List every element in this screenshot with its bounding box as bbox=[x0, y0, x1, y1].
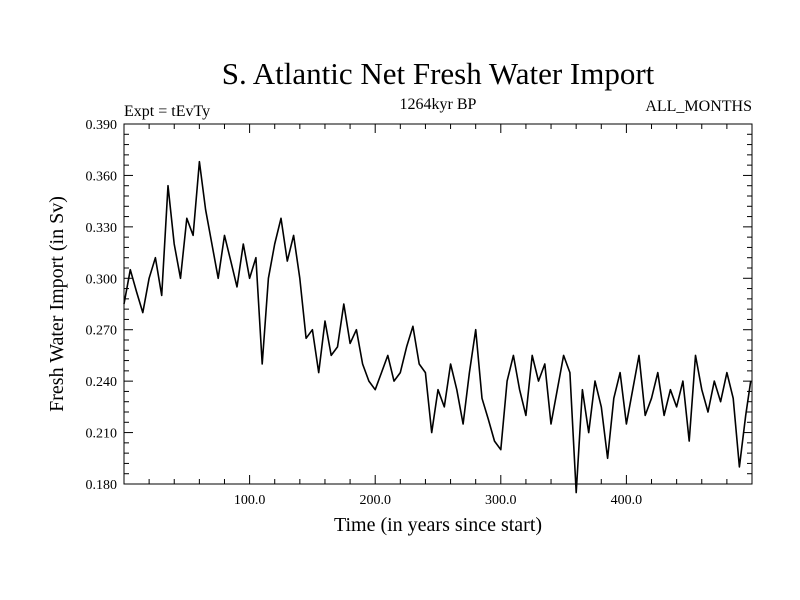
chart-subtitle: 1264kyr BP bbox=[400, 96, 477, 113]
x-axis-label: Time (in years since start) bbox=[334, 514, 542, 536]
y-axis-label: Fresh Water Import (in Sv) bbox=[46, 196, 68, 412]
chart-title: S. Atlantic Net Fresh Water Import bbox=[222, 56, 655, 91]
x-tick-label: 100.0 bbox=[234, 493, 266, 508]
y-tick-label: 0.360 bbox=[86, 169, 118, 184]
y-tick-label: 0.300 bbox=[86, 272, 118, 287]
y-tick-label: 0.210 bbox=[86, 427, 118, 442]
axis-ticks bbox=[124, 124, 752, 484]
y-tick-label: 0.180 bbox=[86, 478, 118, 493]
y-tick-label: 0.270 bbox=[86, 324, 118, 339]
y-tick-label: 0.240 bbox=[86, 375, 118, 390]
y-tick-label: 0.330 bbox=[86, 221, 118, 236]
axis-tick-labels: 100.0 200.0 300.0 400.0 0.180 0.210 0.240 0.270… bbox=[86, 118, 643, 508]
plot-area-frame bbox=[123, 123, 753, 485]
x-tick-label: 300.0 bbox=[485, 493, 517, 508]
experiment-label: Expt = tEvTy bbox=[124, 103, 210, 120]
x-tick-label: 400.0 bbox=[611, 493, 643, 508]
y-tick-label: 0.390 bbox=[86, 118, 118, 133]
period-label: ALL_MONTHS bbox=[645, 98, 752, 115]
x-tick-label: 200.0 bbox=[359, 493, 391, 508]
series-line bbox=[123, 160, 752, 494]
